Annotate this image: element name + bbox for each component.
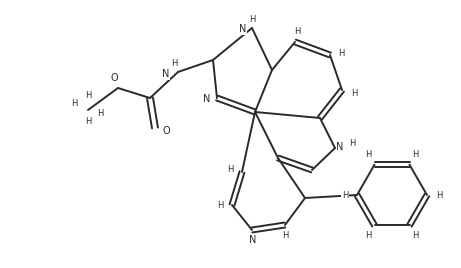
- Text: H: H: [365, 150, 372, 159]
- Text: H: H: [338, 49, 344, 58]
- Text: H: H: [97, 110, 103, 118]
- Text: N: N: [337, 142, 344, 152]
- Text: H: H: [85, 117, 91, 126]
- Text: N: N: [203, 94, 211, 104]
- Text: H: H: [342, 191, 348, 199]
- Text: H: H: [71, 99, 77, 109]
- Text: N: N: [239, 24, 247, 34]
- Text: H: H: [282, 230, 288, 240]
- Text: N: N: [162, 69, 170, 79]
- Text: H: H: [436, 191, 442, 199]
- Text: H: H: [349, 139, 355, 147]
- Text: H: H: [351, 88, 357, 98]
- Text: H: H: [217, 200, 223, 210]
- Text: H: H: [412, 231, 419, 240]
- Text: H: H: [294, 28, 300, 36]
- Text: H: H: [365, 231, 372, 240]
- Text: H: H: [227, 166, 233, 174]
- Text: N: N: [249, 235, 257, 245]
- Text: O: O: [110, 73, 118, 83]
- Text: H: H: [412, 150, 419, 159]
- Text: H: H: [85, 91, 91, 100]
- Text: H: H: [249, 14, 255, 24]
- Text: H: H: [171, 58, 177, 68]
- Text: O: O: [162, 126, 170, 136]
